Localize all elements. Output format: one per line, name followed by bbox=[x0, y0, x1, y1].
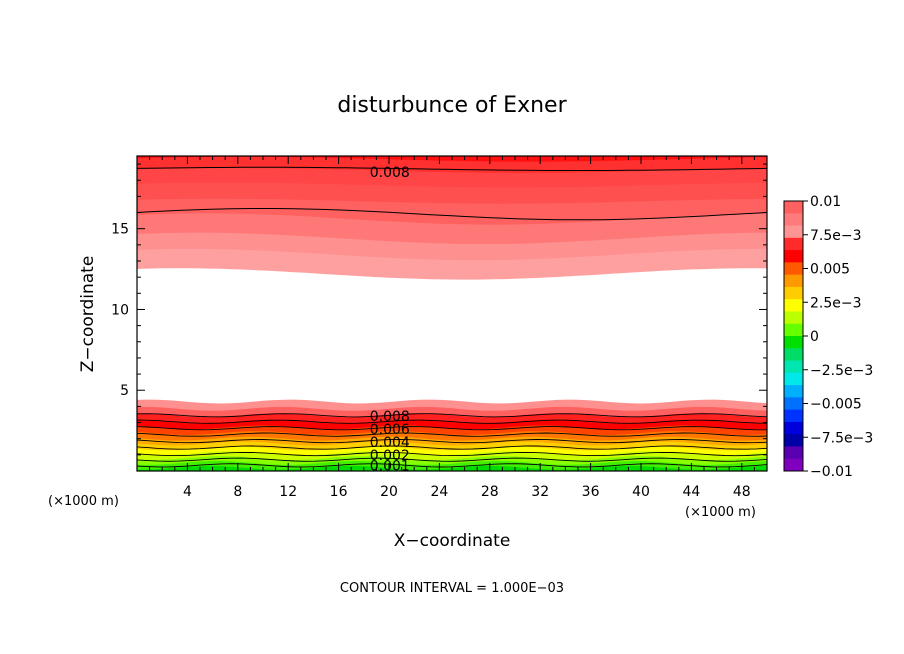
colorbar-segment bbox=[784, 286, 803, 300]
x-tick-label: 16 bbox=[330, 484, 348, 500]
colorbar-segment bbox=[784, 213, 803, 227]
colorbar-segment bbox=[784, 237, 803, 251]
colorbar-label: −2.5e−3 bbox=[810, 363, 873, 379]
contour-lines bbox=[136, 166, 768, 468]
x-tick-label: 28 bbox=[481, 484, 499, 500]
x-tick-label: 44 bbox=[682, 484, 700, 500]
contour-line-bottom-5 bbox=[136, 445, 768, 450]
contour-label: 0.008 bbox=[370, 409, 410, 425]
colorbar-label: −0.005 bbox=[810, 397, 862, 413]
colorbar-segment bbox=[784, 360, 803, 374]
y-axis-label: Z−coordinate bbox=[78, 256, 98, 373]
y-axis-ticks: 5 10 15 bbox=[111, 163, 767, 456]
contour-line-bottom-6 bbox=[136, 451, 768, 457]
contour-label: 0.004 bbox=[370, 435, 410, 451]
colorbar-labels: 0.01 7.5e−3 0.005 2.5e−3 0 −2.5e−3 −0.005 −7.5e… bbox=[803, 194, 873, 480]
x-axis-ticks: 4 8 12 16 20 24 28 32 36 40 44 48 bbox=[149, 156, 755, 500]
chart-title: disturbunce of Exner bbox=[337, 93, 567, 118]
contour-label: 0.006 bbox=[370, 422, 410, 438]
colorbar-segment bbox=[784, 201, 803, 214]
contour-line-bottom-8 bbox=[136, 463, 768, 468]
contour-interval-note: CONTOUR INTERVAL = 1.000E−03 bbox=[340, 581, 564, 596]
contour-line-bottom-1 bbox=[136, 419, 768, 424]
colorbar-segment bbox=[784, 323, 803, 337]
colorbar-label: 7.5e−3 bbox=[810, 228, 862, 244]
contour-line-bottom-3 bbox=[136, 432, 768, 437]
x-tick-label: 48 bbox=[733, 484, 751, 500]
colorbar-segment bbox=[784, 434, 803, 447]
colorbar-segment bbox=[784, 421, 803, 435]
contour-line-top-1 bbox=[136, 208, 768, 221]
colorbar-label: 0 bbox=[810, 329, 819, 345]
colorbar-segment bbox=[784, 336, 803, 349]
colorbar-segment bbox=[784, 458, 803, 472]
colorbar-label: 2.5e−3 bbox=[810, 295, 862, 311]
colorbar-segment bbox=[784, 250, 803, 263]
colorbar-segment bbox=[784, 409, 803, 423]
contour-fills bbox=[137, 156, 767, 471]
contour-label: 0.008 bbox=[370, 165, 410, 181]
x-tick-label: 36 bbox=[582, 484, 600, 500]
colorbar-segment bbox=[784, 311, 803, 325]
contour-label: 0.002 bbox=[370, 448, 410, 464]
x-tick-label: 20 bbox=[380, 484, 398, 500]
y-tick-label: 10 bbox=[111, 302, 129, 318]
x-unit-label: (×1000 m) bbox=[685, 505, 756, 520]
colorbar-segment bbox=[784, 385, 803, 398]
x-tick-label: 4 bbox=[183, 484, 192, 500]
x-axis-label: X−coordinate bbox=[394, 531, 511, 551]
y-unit-label: (×1000 m) bbox=[48, 494, 119, 509]
contour-label: 0.001 bbox=[370, 458, 410, 474]
colorbar-segment bbox=[784, 397, 803, 411]
colorbar-segment bbox=[784, 274, 803, 288]
x-tick-label: 32 bbox=[531, 484, 549, 500]
colorbar bbox=[783, 200, 804, 472]
contour-line-bottom-2 bbox=[136, 426, 767, 431]
colorbar-label: 0.005 bbox=[810, 262, 850, 278]
colorbar-label: −0.01 bbox=[810, 464, 853, 480]
colorbar-label: −7.5e−3 bbox=[810, 430, 873, 446]
colorbar-segment bbox=[784, 372, 803, 386]
colorbar-segment bbox=[784, 348, 803, 362]
contour-line-top-0 bbox=[136, 166, 768, 171]
colorbar-segment bbox=[784, 299, 803, 312]
x-tick-label: 12 bbox=[279, 484, 297, 500]
colorbar-label: 0.01 bbox=[810, 194, 841, 210]
colorbar-segment bbox=[784, 225, 803, 239]
contour-line-bottom-0 bbox=[136, 413, 768, 418]
x-tick-label: 8 bbox=[233, 484, 242, 500]
contour-line-bottom-7 bbox=[136, 457, 768, 462]
x-tick-label: 24 bbox=[430, 484, 448, 500]
y-tick-label: 5 bbox=[120, 383, 129, 399]
colorbar-segment bbox=[784, 262, 803, 276]
y-tick-label: 15 bbox=[111, 222, 129, 238]
contour-line-bottom-4 bbox=[136, 439, 768, 444]
x-tick-label: 40 bbox=[632, 484, 650, 500]
colorbar-segment bbox=[784, 446, 803, 460]
